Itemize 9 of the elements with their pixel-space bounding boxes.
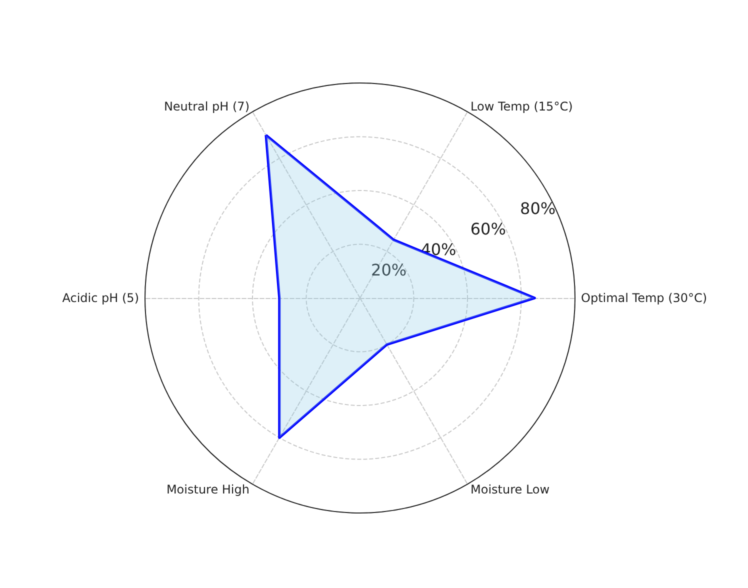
y-tick-label: 20%	[371, 260, 407, 280]
spoke-label: Moisture Low	[470, 482, 550, 496]
spoke-label: Moisture High	[166, 482, 250, 496]
y-tick-label: 80%	[520, 198, 556, 218]
y-tick-label: 60%	[470, 219, 506, 238]
spoke-label: Optimal Temp (30°C)	[581, 291, 708, 305]
spoke-label: Acidic pH (5)	[62, 291, 139, 305]
spoke-label: Neutral pH (7)	[164, 100, 250, 114]
spoke-label: Low Temp (15°C)	[470, 100, 573, 114]
